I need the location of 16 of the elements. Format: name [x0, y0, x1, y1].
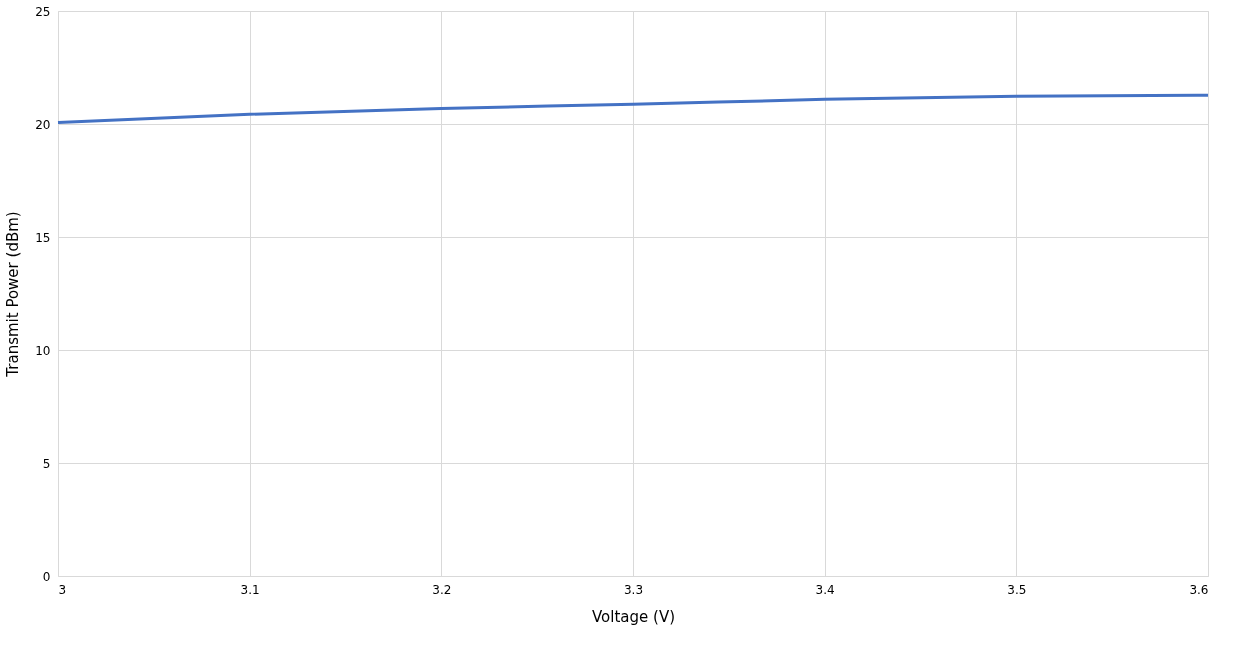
- x-tick-label: 3.5: [1007, 582, 1027, 597]
- x-tick-label: 3: [58, 582, 67, 597]
- x-tick-label: 3.2: [432, 582, 452, 597]
- y-tick-label: 10: [35, 343, 51, 358]
- x-tick-label: 3.1: [240, 582, 260, 597]
- y-tick-label: 5: [42, 456, 51, 471]
- line-series: [56, 93, 1210, 124]
- y-axis-title: Transmit Power (dBm): [4, 211, 23, 378]
- y-tick-label: 15: [35, 230, 51, 245]
- y-tick-label: 20: [35, 117, 51, 132]
- x-axis-title: Voltage (V): [592, 607, 675, 626]
- x-tick-label: 3.4: [815, 582, 835, 597]
- x-tick-label: 3.3: [623, 582, 644, 597]
- x-tick-label: 3.6: [1189, 582, 1209, 597]
- y-tick-label: 0: [42, 569, 51, 584]
- y-tick-label: 25: [35, 4, 51, 19]
